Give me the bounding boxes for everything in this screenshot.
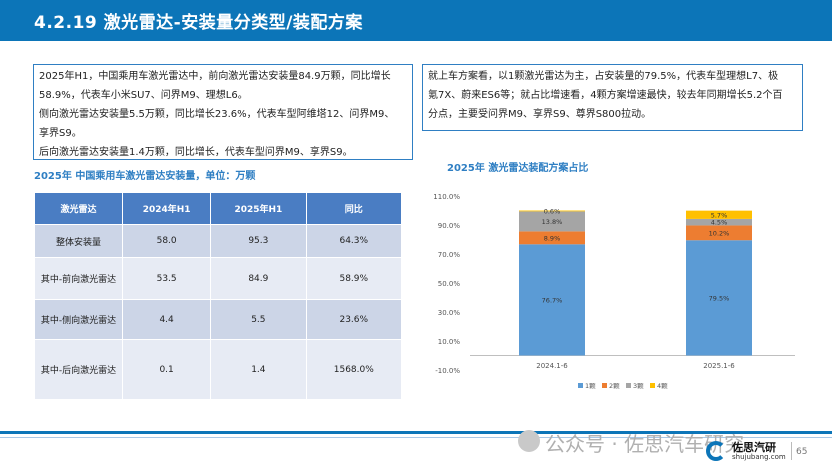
data-label: 76.7% — [542, 296, 563, 304]
data-label: 8.9% — [544, 234, 561, 242]
y-tick-label: 90.0% — [438, 222, 461, 230]
bar-segment — [686, 218, 752, 226]
wechat-icon — [518, 430, 540, 452]
data-label: 4.5% — [711, 219, 728, 227]
data-label: 5.7% — [711, 211, 728, 219]
chart-title: 2025年 激光雷达装配方案占比 — [447, 163, 589, 174]
legend-swatch — [626, 383, 631, 388]
bar-segment — [686, 240, 752, 356]
table-row: 其中-侧向激光雷达 4.4 5.5 23.6% — [33, 299, 403, 340]
table-row: 其中-前向激光雷达 53.5 84.9 58.9% — [33, 257, 403, 300]
logo-url: shujubang.com — [732, 453, 786, 461]
page-number-divider — [791, 442, 792, 460]
table-header-cell: 2024年H1 — [122, 192, 212, 225]
y-tick-label: 50.0% — [438, 280, 461, 288]
summary-line: 58.9%，代表车小米SU7、问界M9、理想L6。 — [39, 90, 248, 101]
title-bar: 4.2.19 激光雷达-安装量分类型/装配方案 — [0, 0, 832, 41]
table-title: 2025年 中国乘用车激光雷达安装量，单位：万颗 — [34, 171, 256, 182]
legend-label: 4颗 — [657, 382, 668, 390]
bar-segment — [519, 231, 585, 245]
y-tick-label: 110.0% — [433, 193, 460, 201]
data-label: 0.6% — [544, 207, 561, 215]
legend-swatch — [602, 383, 607, 388]
table-header-cell: 2025年H1 — [210, 192, 307, 225]
bar-segment — [686, 225, 752, 241]
table-header-cell: 同比 — [305, 192, 403, 225]
table-cell: 其中-前向激光雷达 — [33, 257, 124, 300]
table-cell: 其中-后向激光雷达 — [33, 339, 124, 400]
legend-swatch — [578, 383, 583, 388]
table-cell: 5.5 — [210, 299, 307, 340]
lidar-install-table: 激光雷达 2024年H1 2025年H1 同比 整体安装量 58.0 95.3 … — [33, 192, 403, 400]
footer-rule-thin — [0, 437, 832, 438]
summary-line: 就上车方案看，以1颗激光雷达为主，占安装量的79.5%，代表车型理想L7、极 — [428, 71, 779, 82]
table-cell: 58.0 — [122, 224, 212, 258]
bar-segment — [519, 210, 585, 212]
table-cell: 95.3 — [210, 224, 307, 258]
y-tick-label: 70.0% — [438, 251, 461, 259]
summary-line: 享界S9。 — [39, 128, 82, 139]
x-tick-label: 2025.1-6 — [703, 362, 735, 370]
page-number: 65 — [796, 447, 808, 457]
footer-rule — [0, 431, 832, 434]
data-label: 79.5% — [709, 294, 730, 302]
data-label: 10.2% — [709, 229, 730, 237]
x-tick-label: 2024.1-6 — [536, 362, 568, 370]
data-label: 13.8% — [542, 218, 563, 226]
table-cell: 0.1 — [122, 339, 212, 400]
page-title: 4.2.19 激光雷达-安装量分类型/装配方案 — [34, 13, 363, 33]
y-tick-label: -10.0% — [435, 367, 460, 375]
summary-line: 后向激光雷达安装量1.4万颗，同比增长，代表车型问界M9、享界S9。 — [39, 147, 353, 158]
legend-label: 1颗 — [585, 382, 596, 390]
bar-segment — [519, 244, 585, 356]
table-cell: 53.5 — [122, 257, 212, 300]
summary-text-box-left: 2025年H1，中国乘用车激光雷达中，前向激光雷达安装量84.9万颗，同比增长 … — [33, 64, 413, 160]
logo-icon — [706, 441, 726, 461]
summary-line: 侧向激光雷达安装量5.5万颗，同比增长23.6%，代表车型阿维塔12、问界M9、 — [39, 109, 395, 120]
y-tick-label: 10.0% — [438, 338, 461, 346]
table-cell: 64.3% — [305, 224, 403, 258]
legend-label: 2颗 — [609, 382, 620, 390]
y-tick-label: 30.0% — [438, 309, 461, 317]
table-row: 整体安装量 58.0 95.3 64.3% — [33, 224, 403, 258]
summary-line: 2025年H1，中国乘用车激光雷达中，前向激光雷达安装量84.9万颗，同比增长 — [39, 71, 391, 82]
bar-segment — [519, 211, 585, 232]
summary-line: 分点，主要受问界M9、享界S9、尊界S800拉动。 — [428, 109, 652, 120]
logo-name: 佐思汽研 — [732, 441, 776, 454]
table-cell: 84.9 — [210, 257, 307, 300]
table-header-row: 激光雷达 2024年H1 2025年H1 同比 — [33, 192, 403, 225]
table-cell: 其中-侧向激光雷达 — [33, 299, 124, 340]
table-cell: 23.6% — [305, 299, 403, 340]
bar-segment — [686, 210, 752, 219]
table-row: 其中-后向激光雷达 0.1 1.4 1568.0% — [33, 339, 403, 400]
summary-text-box-right: 就上车方案看，以1颗激光雷达为主，占安装量的79.5%，代表车型理想L7、极 氪… — [422, 64, 803, 131]
brand-logo: 佐思汽研 shujubang.com — [706, 439, 791, 464]
summary-line: 氪7X、蔚来ES6等；就占比增速看，4颗方案增速最快，较去年同期增长5.2个百 — [428, 90, 783, 101]
table-cell: 1568.0% — [305, 339, 403, 400]
legend-label: 3颗 — [633, 382, 644, 390]
legend-swatch — [650, 383, 655, 388]
table-cell: 1.4 — [210, 339, 307, 400]
